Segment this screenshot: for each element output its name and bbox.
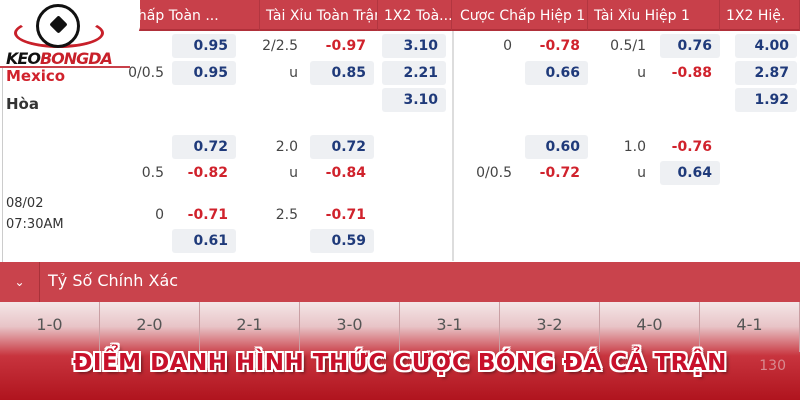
line-cell: 1.0 — [623, 139, 646, 155]
line-cell: 0/0.5 — [128, 65, 164, 81]
score-option[interactable]: 3-0 — [300, 302, 400, 352]
column-divider — [452, 31, 454, 261]
line-cell: 0/0.5 — [476, 165, 512, 181]
line-cell: 0 — [155, 207, 164, 223]
score-option[interactable]: 3-1 — [400, 302, 500, 352]
left-border — [2, 68, 3, 262]
logo-text: KEOBONGDA — [6, 49, 113, 68]
exact-score-section-header[interactable]: ⌄ Tỷ Số Chính Xác — [0, 262, 800, 302]
odds-cell[interactable]: 0.76 — [660, 34, 720, 58]
line-cell: u — [637, 65, 646, 81]
column-header[interactable]: Tài Xỉu Hiệp 1 — [588, 0, 720, 31]
line-cell: u — [637, 165, 646, 181]
odds-cell[interactable]: 0.59 — [310, 229, 374, 253]
odds-cell[interactable]: -0.71 — [325, 207, 366, 223]
score-option[interactable]: 4-0 — [600, 302, 700, 352]
score-option[interactable]: 2-0 — [100, 302, 200, 352]
line-cell: u — [289, 65, 298, 81]
line-cell: 0 — [503, 38, 512, 54]
odds-cell[interactable]: 0.72 — [310, 135, 374, 159]
keobongda-logo: KEOBONGDA — [0, 0, 140, 68]
odds-cell[interactable]: 3.10 — [382, 88, 446, 112]
column-header[interactable]: c Chấp Toàn ... — [110, 0, 260, 31]
column-header[interactable]: 1X2 Toà... — [378, 0, 452, 31]
odds-cell[interactable]: 0.85 — [310, 61, 374, 85]
line-cell: u — [289, 165, 298, 181]
odds-cell[interactable]: 3.10 — [382, 34, 446, 58]
odds-cell[interactable]: -0.84 — [325, 165, 366, 181]
line-cell: 0.5 — [141, 165, 164, 181]
chevron-down-icon[interactable]: ⌄ — [0, 262, 40, 302]
article-banner-title: ĐIỂM DANH HÌNH THỨC CƯỢC BÓNG ĐÁ CẢ TRẬN — [73, 350, 727, 376]
exact-score-label: Tỷ Số Chính Xác — [48, 271, 179, 290]
odds-cell[interactable]: -0.97 — [325, 38, 366, 54]
score-option[interactable]: 3-2 — [500, 302, 600, 352]
column-header[interactable]: 1X2 Hiệ. — [720, 0, 800, 31]
odds-cell[interactable]: 0.64 — [660, 161, 720, 185]
odds-cell[interactable]: 1.92 — [735, 88, 797, 112]
team-draw: Hòa — [6, 95, 39, 113]
odds-cell[interactable]: 0.95 — [172, 34, 236, 58]
match-time: 07:30AM — [6, 217, 64, 232]
odds-cell[interactable]: -0.76 — [671, 139, 712, 155]
odds-cell[interactable]: 2.21 — [382, 61, 446, 85]
score-option[interactable]: 1-0 — [0, 302, 100, 352]
odds-cell[interactable]: 0.95 — [172, 61, 236, 85]
score-option[interactable]: 4-1 — [700, 302, 800, 352]
score-odds-partial: 130 — [759, 358, 786, 374]
line-cell: 2.0 — [275, 139, 298, 155]
column-header[interactable]: Tài Xỉu Toàn Trận — [260, 0, 378, 31]
odds-cell[interactable]: 0.60 — [525, 135, 588, 159]
column-header[interactable]: Cược Chấp Hiệp 1 — [454, 0, 588, 31]
logo-underline — [0, 66, 130, 68]
score-option[interactable]: 2-1 — [200, 302, 300, 352]
odds-cell[interactable]: 2.87 — [735, 61, 797, 85]
team-home: Mexico — [6, 67, 66, 85]
odds-cell[interactable]: 4.00 — [735, 34, 797, 58]
line-cell: 2.5 — [275, 207, 298, 223]
odds-cell[interactable]: 0.61 — [172, 229, 236, 253]
line-cell: 0.5/1 — [610, 38, 646, 54]
line-cell: 2/2.5 — [262, 38, 298, 54]
odds-cell[interactable]: 0.72 — [172, 135, 236, 159]
odds-cell[interactable]: -0.82 — [187, 165, 228, 181]
odds-cell[interactable]: -0.71 — [187, 207, 228, 223]
odds-cell[interactable]: -0.78 — [539, 38, 580, 54]
odds-cell[interactable]: -0.88 — [671, 65, 712, 81]
match-date: 08/02 — [6, 196, 44, 211]
odds-cell[interactable]: -0.72 — [539, 165, 580, 181]
exact-score-row: 130 1-0 2-0 2-1 3-0 3-1 3-2 4-0 4-1 — [0, 302, 800, 400]
odds-cell[interactable]: 0.66 — [525, 61, 588, 85]
soccer-ball-icon — [36, 4, 80, 48]
